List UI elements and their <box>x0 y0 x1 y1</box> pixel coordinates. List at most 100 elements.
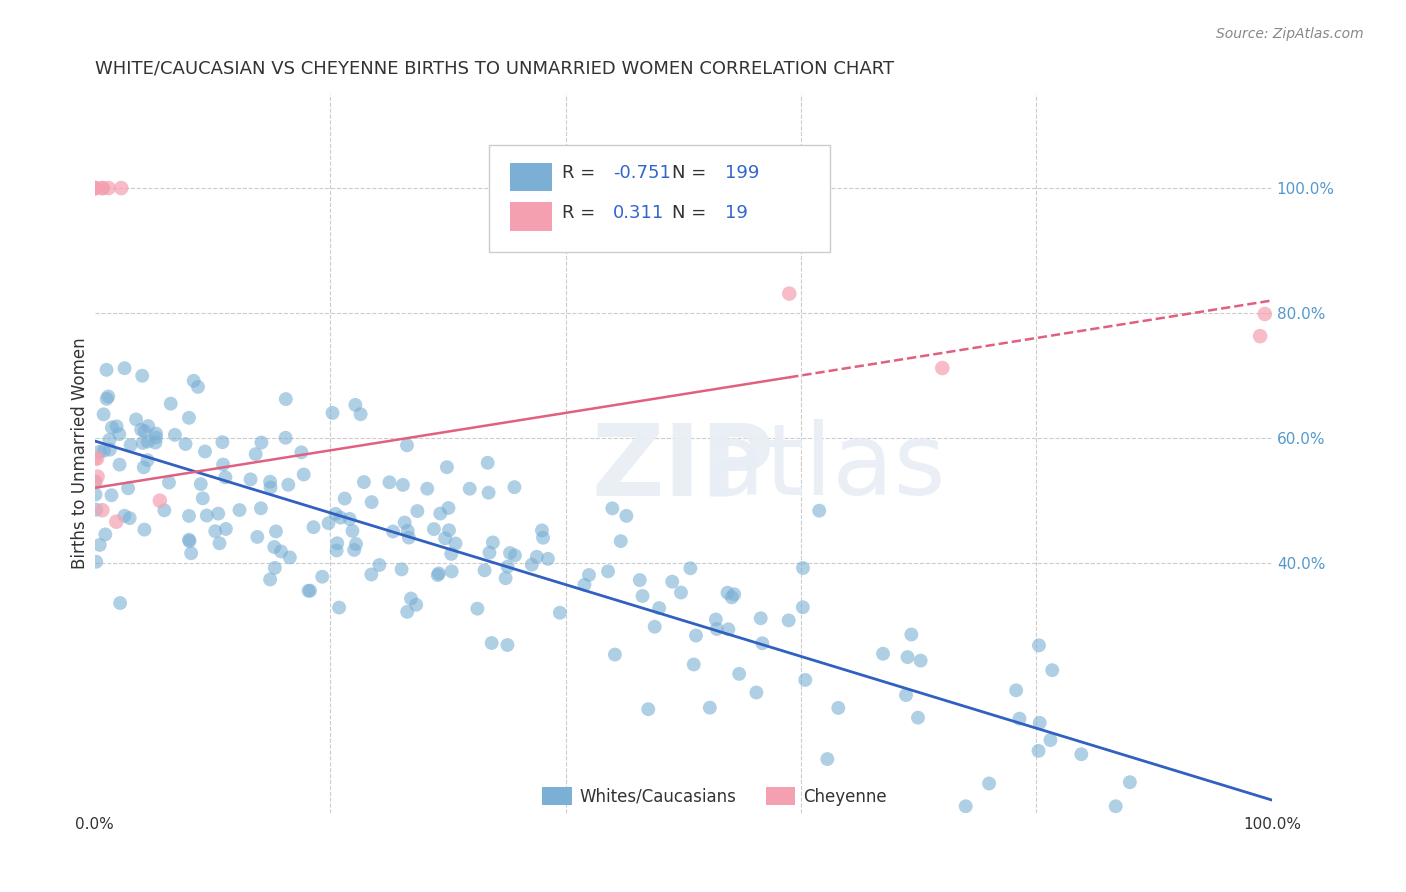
Point <box>108 458 131 472</box>
Point <box>311 570 333 584</box>
Point <box>628 573 651 587</box>
FancyBboxPatch shape <box>510 202 551 231</box>
Point <box>526 549 548 564</box>
Point <box>344 398 367 412</box>
Point <box>259 480 281 494</box>
Point <box>631 589 654 603</box>
Point <box>378 475 401 490</box>
Point <box>596 565 619 579</box>
Point <box>609 534 631 549</box>
Point <box>83 181 105 195</box>
Point <box>496 638 519 652</box>
Point <box>136 434 159 449</box>
FancyBboxPatch shape <box>510 162 551 192</box>
Point <box>751 636 773 650</box>
Point <box>177 508 200 523</box>
Text: R =: R = <box>562 164 602 183</box>
Point <box>263 540 285 554</box>
Point <box>91 181 114 195</box>
Point <box>706 622 728 636</box>
Point <box>149 493 172 508</box>
Point <box>250 501 273 516</box>
Point <box>482 535 505 549</box>
Point <box>91 181 114 195</box>
Point <box>174 437 197 451</box>
Point <box>602 501 624 516</box>
Point <box>86 469 108 483</box>
Point <box>264 524 287 539</box>
Point <box>195 508 218 523</box>
Point <box>132 460 155 475</box>
Point <box>429 507 451 521</box>
Point <box>215 522 238 536</box>
Point <box>157 475 180 490</box>
Point <box>145 431 167 445</box>
Point <box>259 573 281 587</box>
Point <box>179 534 201 549</box>
Point <box>129 423 152 437</box>
Point <box>530 524 553 538</box>
Point <box>194 444 217 458</box>
Point <box>910 654 932 668</box>
Point <box>723 587 745 601</box>
Point <box>83 181 105 195</box>
FancyBboxPatch shape <box>766 788 796 805</box>
Point <box>183 374 205 388</box>
Point <box>894 688 917 702</box>
Point <box>318 516 340 530</box>
FancyBboxPatch shape <box>489 145 831 252</box>
Point <box>637 702 659 716</box>
Point <box>145 435 167 450</box>
Point <box>704 612 727 626</box>
Point <box>440 565 463 579</box>
Point <box>478 485 501 500</box>
Point <box>478 546 501 560</box>
Point <box>180 546 202 560</box>
Point <box>96 392 118 406</box>
Point <box>749 611 772 625</box>
Text: Source: ZipAtlas.com: Source: ZipAtlas.com <box>1216 27 1364 41</box>
Point <box>321 406 343 420</box>
Point <box>423 522 446 536</box>
Text: Cheyenne: Cheyenne <box>803 788 887 805</box>
Point <box>274 392 297 406</box>
Point <box>399 591 422 606</box>
Point <box>907 711 929 725</box>
Point <box>481 636 503 650</box>
Point <box>405 598 427 612</box>
Point <box>263 561 285 575</box>
Point <box>278 550 301 565</box>
Point <box>136 453 159 467</box>
Point <box>131 436 153 450</box>
Point <box>134 523 156 537</box>
Point <box>1254 307 1277 321</box>
Point <box>977 776 1000 790</box>
Point <box>329 510 352 524</box>
Text: ZIP: ZIP <box>592 419 775 516</box>
Point <box>1028 744 1050 758</box>
Point <box>328 600 350 615</box>
Point <box>1005 683 1028 698</box>
Point <box>297 583 319 598</box>
Point <box>89 538 111 552</box>
Point <box>794 673 817 687</box>
Point <box>436 460 458 475</box>
Point <box>792 561 814 575</box>
Point <box>93 443 115 458</box>
Point <box>211 435 233 450</box>
Point <box>437 501 460 516</box>
Point <box>89 445 111 459</box>
Point <box>1008 712 1031 726</box>
Point <box>531 531 554 545</box>
Point <box>578 568 600 582</box>
Point <box>1039 733 1062 747</box>
Point <box>228 503 250 517</box>
Point <box>325 507 347 521</box>
Text: WHITE/CAUCASIAN VS CHEYENNE BIRTHS TO UNMARRIED WOMEN CORRELATION CHART: WHITE/CAUCASIAN VS CHEYENNE BIRTHS TO UN… <box>94 60 894 78</box>
Point <box>931 361 953 376</box>
Point <box>778 286 800 301</box>
Point <box>191 491 214 506</box>
Point <box>745 685 768 699</box>
Point <box>872 647 894 661</box>
Point <box>93 408 115 422</box>
